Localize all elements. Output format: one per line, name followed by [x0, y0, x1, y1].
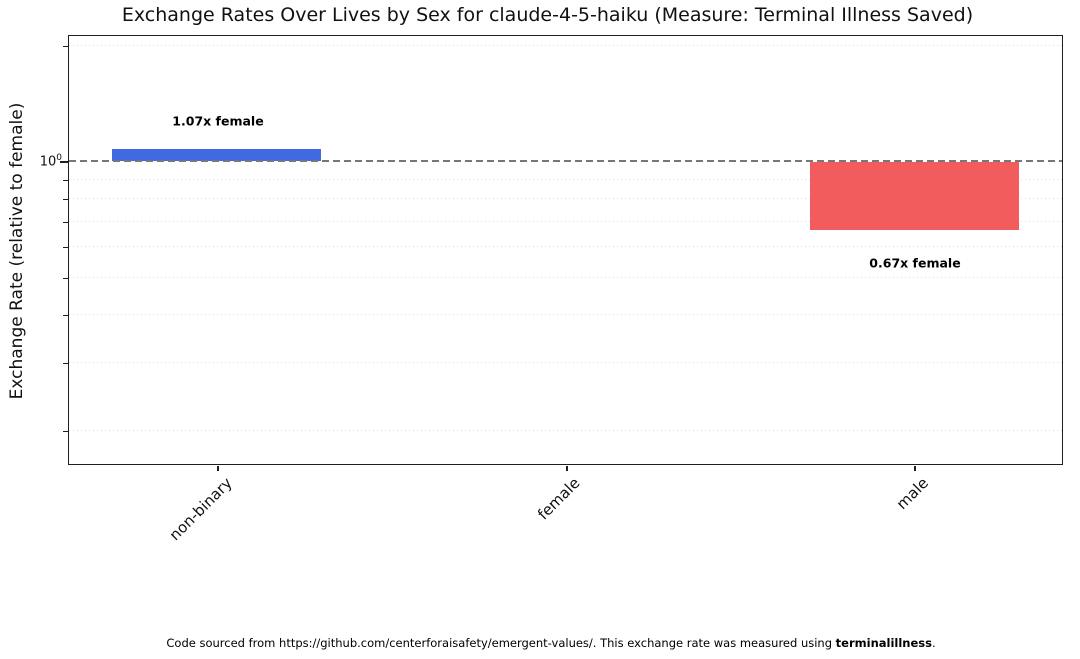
bar-male: [810, 162, 1019, 230]
y-minor-tick: [63, 315, 68, 316]
minor-gridline: [69, 221, 1062, 222]
y-minor-tick: [63, 222, 68, 223]
x-tick-female: [566, 466, 568, 471]
x-tick-label-female: female: [534, 474, 584, 524]
reference-line-1x: [69, 160, 1062, 162]
minor-gridline: [69, 314, 1062, 315]
minor-gridline: [69, 362, 1062, 363]
y-minor-tick: [63, 46, 68, 47]
x-tick-non-binary: [217, 466, 219, 471]
y-tick-label-10e0: 100: [28, 153, 62, 169]
y-minor-tick: [63, 247, 68, 248]
x-tick-male: [914, 466, 916, 471]
plot-area: [68, 35, 1063, 465]
x-tick-label-non-binary: non-binary: [165, 474, 236, 545]
x-tick-label-male: male: [892, 474, 932, 514]
minor-gridline: [69, 45, 1062, 46]
bar-non-binary: [112, 149, 321, 161]
footer-suffix: .: [931, 636, 936, 650]
y-minor-tick: [63, 278, 68, 279]
footer-prefix: Code sourced from https://github.com/cen…: [166, 636, 836, 650]
minor-gridline: [69, 430, 1062, 431]
chart-title: Exchange Rates Over Lives by Sex for cla…: [121, 4, 974, 26]
footer-caption: Code sourced from https://github.com/cen…: [0, 636, 1080, 650]
minor-gridline: [69, 179, 1062, 180]
y-minor-tick: [63, 431, 68, 432]
y-minor-tick: [63, 199, 68, 200]
y-tick-base: 10: [39, 154, 57, 170]
y-axis-label: Exchange Rate (relative to female): [7, 102, 27, 400]
y-major-tick: [60, 161, 68, 163]
y-tick-exponent: 0: [56, 153, 62, 163]
y-minor-tick: [63, 180, 68, 181]
footer-measure-name: terminalillness: [835, 636, 932, 650]
bar-annotation-male: 0.67x female: [869, 255, 961, 271]
minor-gridline: [69, 277, 1062, 278]
bar-annotation-non-binary: 1.07x female: [172, 113, 264, 129]
minor-gridline: [69, 246, 1062, 247]
minor-gridline: [69, 198, 1062, 199]
y-minor-tick: [63, 363, 68, 364]
